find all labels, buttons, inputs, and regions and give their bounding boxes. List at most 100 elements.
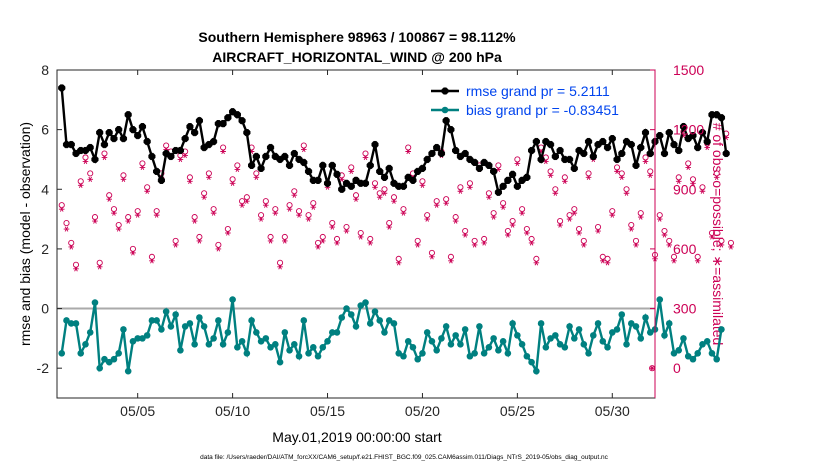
rmse-marker: [490, 167, 498, 175]
rmse-marker: [499, 182, 507, 190]
rmse-marker: [314, 176, 322, 184]
rmse-marker: [124, 111, 132, 119]
obs-assimilated-marker: [77, 182, 84, 188]
bias-marker: [637, 335, 645, 342]
x-axis-label: May.01,2019 00:00:00 start: [272, 429, 442, 445]
obs-assimilated-marker: [63, 226, 70, 232]
obs-possible-marker: [642, 154, 649, 161]
bias-marker: [575, 326, 583, 333]
bias-marker: [504, 349, 512, 357]
bias-marker: [552, 332, 559, 339]
obs-assimilated-marker: [391, 198, 397, 204]
obs-assimilated-marker: [675, 178, 682, 184]
obs-possible-marker: [632, 237, 640, 245]
obs-possible-marker: [594, 223, 602, 231]
bias-marker: [718, 326, 725, 333]
obs-assimilated-marker: [467, 184, 473, 190]
rmse-marker: [646, 149, 654, 158]
x-tick-label: 05/30: [595, 403, 630, 419]
obs-possible-marker: [229, 176, 236, 183]
rmse-marker: [148, 152, 156, 161]
bias-marker: [428, 338, 436, 345]
rmse-marker: [399, 182, 408, 190]
x-tick-label: 05/05: [120, 403, 155, 419]
obs-assimilated-marker: [367, 240, 374, 246]
obs-possible-marker: [523, 225, 530, 233]
y-tick-label-left: 8: [41, 62, 49, 78]
obs-possible-marker: [485, 190, 492, 197]
bias-marker: [238, 338, 246, 345]
obs-assimilated-marker: [220, 148, 226, 155]
rmse-marker: [428, 149, 436, 158]
y-tick-label-right: 600: [673, 241, 697, 257]
obs-assimilated-marker: [581, 242, 587, 248]
bias-marker: [186, 320, 194, 327]
rmse-marker: [333, 170, 341, 178]
rmse-marker: [338, 185, 346, 193]
obs-assimilated-marker: [443, 200, 449, 206]
obs-assimilated-marker: [267, 238, 274, 244]
obs-assimilated-marker: [519, 210, 525, 216]
bias-marker: [509, 320, 516, 327]
obs-assimilated-marker: [92, 218, 98, 224]
obs-assimilated-marker: [225, 230, 231, 236]
obs-possible-marker: [685, 160, 692, 167]
obs-assimilated-marker: [571, 210, 578, 216]
obs-assimilated-marker: [144, 188, 150, 194]
rmse-marker: [224, 114, 232, 122]
rmse-marker: [694, 143, 702, 152]
bias-marker: [537, 320, 545, 327]
rmse-marker: [675, 146, 683, 155]
obs-assimilated-marker: [282, 238, 288, 244]
obs-possible-marker: [509, 218, 516, 225]
obs-assimilated-marker: [130, 250, 136, 256]
rmse-marker: [627, 140, 635, 149]
bias-marker: [352, 323, 360, 330]
obs-assimilated-marker: [462, 232, 468, 238]
bias-marker: [291, 341, 298, 348]
obs-possible-marker: [310, 200, 317, 207]
obs-possible-marker: [277, 259, 284, 266]
y-tick-label-right: 1500: [673, 62, 704, 78]
rmse-marker: [547, 140, 555, 149]
obs-possible-marker: [414, 237, 421, 245]
bias-marker: [77, 349, 85, 357]
obs-possible-marker: [443, 196, 450, 203]
rmse-marker: [361, 179, 370, 187]
bias-marker: [665, 320, 673, 327]
obs-possible-marker: [514, 156, 521, 163]
obs-assimilated-marker: [552, 190, 559, 196]
rmse-marker: [641, 129, 650, 137]
bias-marker: [480, 349, 488, 357]
obs-possible-marker: [191, 214, 198, 221]
obs-assimilated-marker: [690, 180, 696, 186]
obs-assimilated-marker: [471, 242, 478, 248]
obs-possible-marker: [63, 220, 70, 227]
obs-assimilated-marker: [509, 222, 516, 228]
x-tick-label: 05/10: [215, 403, 250, 419]
bias-marker: [267, 344, 274, 351]
chart-title-line1: Southern Hemisphere 98963 / 100867 = 98.…: [198, 29, 516, 45]
bias-marker: [191, 341, 198, 348]
obs-possible-marker: [609, 208, 616, 215]
rmse-marker: [290, 149, 298, 158]
obs-assimilated-marker: [153, 212, 160, 218]
bias-marker: [561, 344, 569, 351]
obs-possible-marker: [224, 225, 231, 233]
rmse-marker: [262, 152, 270, 161]
obs-possible-marker: [210, 206, 217, 213]
bias-marker: [442, 323, 450, 330]
rmse-marker: [471, 158, 479, 167]
bias-marker: [314, 352, 322, 360]
x-tick-label: 05/15: [310, 403, 345, 419]
bias-marker: [82, 341, 89, 348]
rmse-marker: [238, 117, 246, 125]
rmse-marker: [281, 152, 289, 161]
obs-assimilated-marker: [618, 174, 625, 180]
chart-title-line2: AIRCRAFT_HORIZONTAL_WIND @ 200 hPa: [212, 49, 502, 65]
bias-marker: [120, 326, 127, 333]
obs-possible-marker: [718, 237, 725, 245]
obs-possible-marker: [129, 245, 136, 252]
rmse-marker: [418, 164, 427, 172]
